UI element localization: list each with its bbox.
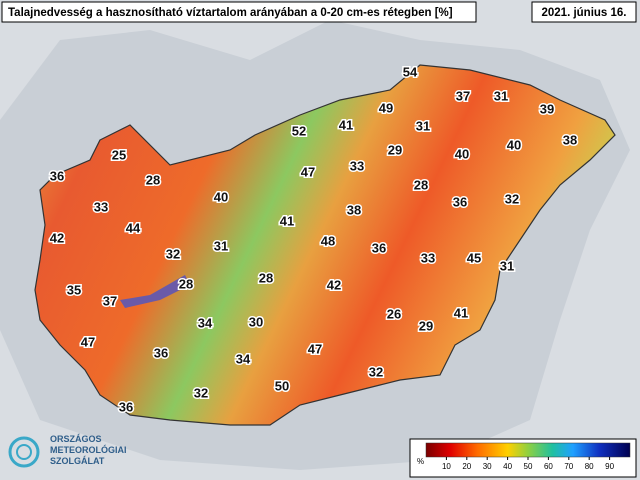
logo: ORSZÁGOS METEOROLÓGIAI SZOLGÁLAT <box>8 434 127 468</box>
colorbar-tick-label: 20 <box>462 462 471 471</box>
station-value: 38 <box>347 202 361 217</box>
date-box <box>531 1 637 23</box>
station-value: 42 <box>50 230 64 245</box>
logo-text: ORSZÁGOS <box>50 434 102 444</box>
station-value: 42 <box>327 277 341 292</box>
colorbar-unit: % <box>417 457 424 466</box>
station-value: 30 <box>249 314 263 329</box>
station-value: 40 <box>455 146 469 161</box>
station-value: 32 <box>505 191 519 206</box>
colorbar-tick-label: 30 <box>483 462 492 471</box>
station-value: 44 <box>126 220 141 235</box>
station-value: 25 <box>112 147 126 162</box>
date: 2021. június 16. <box>541 7 626 19</box>
station-value: 28 <box>259 270 273 285</box>
station-value: 28 <box>146 172 160 187</box>
station-value: 32 <box>369 364 383 379</box>
station-value: 41 <box>339 117 353 132</box>
colorbar-tick-label: 80 <box>585 462 594 471</box>
colorbar-tick-label: 90 <box>605 462 614 471</box>
station-value: 31 <box>214 238 228 253</box>
station-value: 28 <box>179 276 193 291</box>
station-value: 35 <box>67 282 81 297</box>
logo-text: METEOROLÓGIAI <box>50 444 127 455</box>
station-value: 31 <box>500 258 514 273</box>
colorbar-tick-label: 10 <box>442 462 451 471</box>
station-value: 47 <box>81 334 95 349</box>
lake-balaton <box>120 275 190 308</box>
logo-icon <box>16 444 32 460</box>
station-value: 31 <box>494 88 508 103</box>
station-value: 36 <box>154 345 168 360</box>
logo-icon <box>8 436 40 468</box>
station-value: 33 <box>94 199 108 214</box>
title-box <box>1 1 477 23</box>
station-value: 32 <box>194 385 208 400</box>
logo-text: SZOLGÁLAT <box>50 456 105 466</box>
colorbar-tick-label: 40 <box>503 462 512 471</box>
station-value: 36 <box>119 399 133 414</box>
hungary-map <box>34 64 616 426</box>
station-value: 37 <box>103 293 117 308</box>
station-value: 40 <box>507 137 521 152</box>
station-value: 33 <box>350 158 364 173</box>
title: Talajnedvesség a hasznosítható víztartal… <box>8 7 453 19</box>
station-value: 26 <box>387 306 401 321</box>
station-value: 52 <box>292 123 306 138</box>
station-value: 29 <box>388 142 402 157</box>
station-value: 47 <box>308 341 322 356</box>
station-value: 34 <box>198 315 213 330</box>
station-value: 47 <box>301 164 315 179</box>
colorbar-ticks: 10 20 30 40 50 60 70 80 90 <box>442 457 615 471</box>
station-value: 29 <box>419 318 433 333</box>
station-value: 38 <box>563 132 577 147</box>
station-value: 37 <box>456 88 470 103</box>
station-value: 49 <box>379 100 393 115</box>
station-value: 41 <box>280 213 294 228</box>
station-value: 48 <box>321 233 335 248</box>
colorbar-tick-label: 50 <box>524 462 533 471</box>
station-value: 50 <box>275 378 289 393</box>
colorbar <box>425 442 631 458</box>
station-value: 41 <box>454 305 468 320</box>
station-value: 32 <box>166 246 180 261</box>
colorbar-tick-label: 60 <box>544 462 553 471</box>
station-value: 33 <box>421 250 435 265</box>
station-value: 40 <box>214 189 228 204</box>
station-value: 36 <box>453 194 467 209</box>
station-value: 28 <box>414 177 428 192</box>
station-value: 54 <box>403 64 418 79</box>
station-value: 36 <box>50 168 64 183</box>
station-value: 31 <box>416 118 430 133</box>
stations: 54 37 31 39 49 41 31 52 40 38 29 40 25 33 47 36 28 28 40 36… <box>48 63 578 416</box>
station-value: 36 <box>372 240 386 255</box>
station-value: 39 <box>540 101 554 116</box>
station-value: 34 <box>236 351 251 366</box>
colorbar-tick-label: 70 <box>564 462 573 471</box>
station-value: 45 <box>467 250 481 265</box>
